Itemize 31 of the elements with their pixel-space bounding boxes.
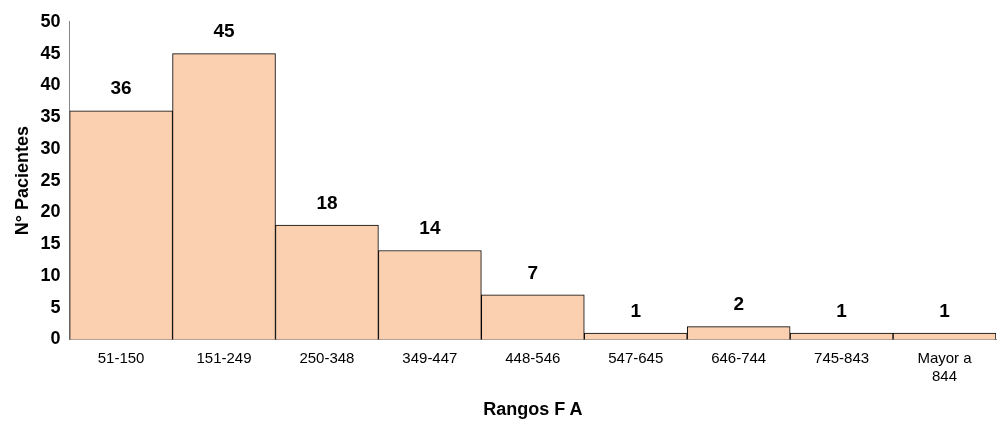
y-tick-label: 0 — [50, 328, 61, 349]
x-tick-label: 51-150 — [97, 348, 145, 366]
x-tick-label: 745-843 — [814, 348, 870, 366]
data-label: 18 — [316, 191, 338, 213]
y-tick-label: 10 — [40, 264, 61, 285]
data-label: 14 — [419, 217, 441, 239]
y-tick-label: 25 — [40, 169, 61, 190]
y-axis-title: N° Pacientes — [11, 125, 32, 236]
y-tick-label: 5 — [50, 296, 61, 317]
y-tick-label: 45 — [40, 42, 61, 63]
data-label: 36 — [110, 77, 132, 99]
data-label: 1 — [630, 299, 642, 321]
x-tick-label: 250-348 — [299, 348, 355, 366]
data-label: 7 — [527, 261, 539, 283]
x-tick-label: 547-645 — [608, 348, 664, 366]
data-label: 1 — [836, 299, 848, 321]
data-label: 1 — [939, 299, 951, 321]
x-tick-label: 349-447 — [402, 348, 458, 366]
x-tick-label: 448-546 — [505, 348, 561, 366]
y-tick-label: 30 — [40, 137, 61, 158]
data-label: 45 — [213, 20, 236, 42]
y-tick-label: 35 — [40, 106, 61, 127]
x-axis-title: Rangos F A — [483, 399, 583, 420]
x-tick-label: Mayor a 844 — [917, 348, 973, 384]
y-tick-label: 15 — [40, 233, 61, 254]
x-tick-label: 151-249 — [196, 348, 252, 366]
y-tick-label: 40 — [40, 74, 61, 95]
y-tick-label: 20 — [40, 201, 61, 222]
y-tick-label: 50 — [40, 10, 61, 31]
data-label: 2 — [733, 293, 744, 315]
x-tick-label: 646-744 — [711, 348, 767, 366]
